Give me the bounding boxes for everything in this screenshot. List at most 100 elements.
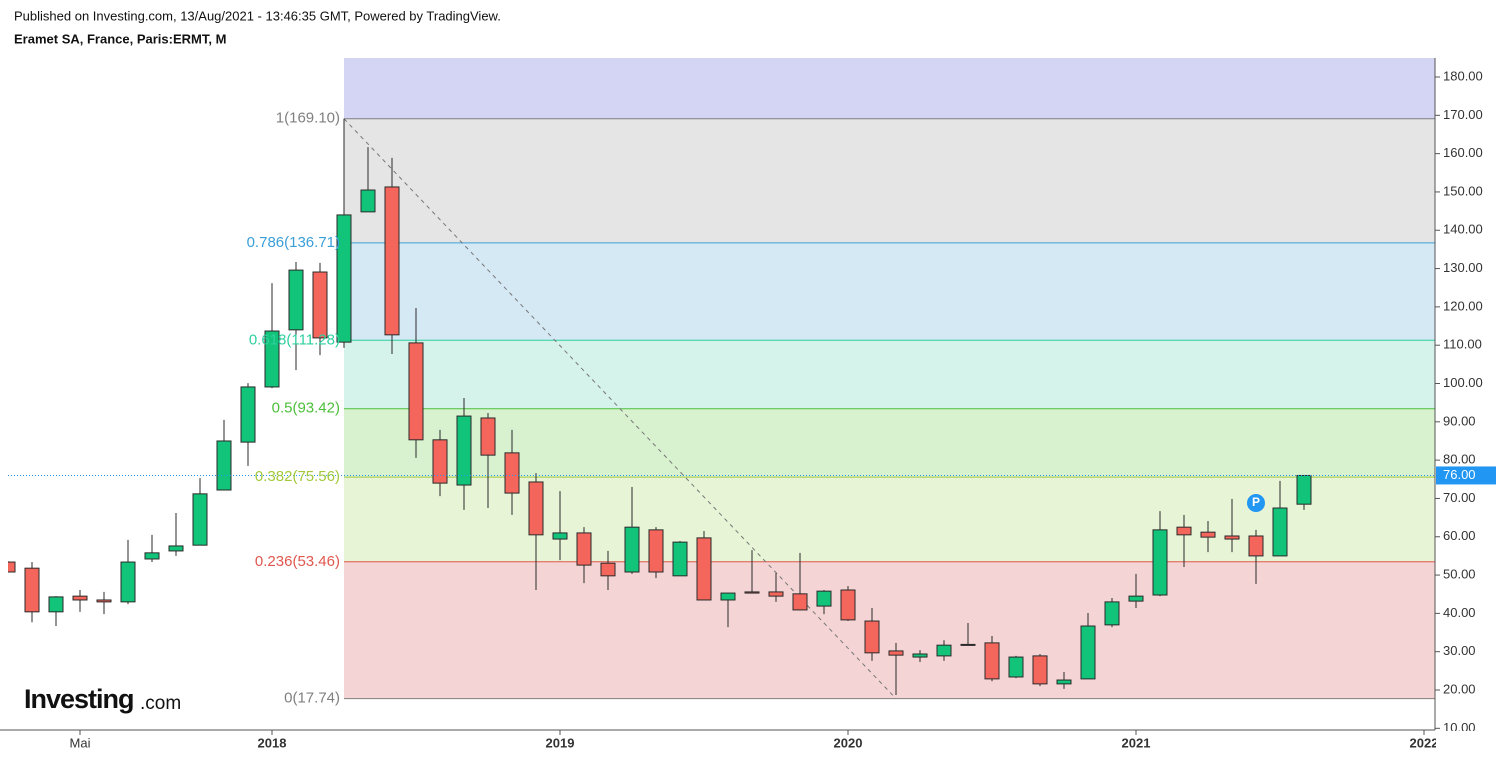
fib-label: 0.5(93.42)	[272, 400, 340, 417]
candle-body	[264, 330, 280, 388]
candle-body	[960, 643, 976, 646]
y-tick-label: 110.00	[1443, 337, 1482, 352]
y-tick-label: 30.00	[1443, 643, 1476, 658]
y-tick-label: 130.00	[1443, 260, 1483, 275]
y-tick-label: 40.00	[1443, 605, 1476, 620]
candle-body	[720, 592, 736, 601]
candle-body	[888, 650, 904, 656]
x-tick-label: 2021	[1122, 735, 1151, 750]
candle-body	[192, 493, 208, 546]
candle-body	[816, 590, 832, 607]
candle-body	[1272, 507, 1288, 557]
candle-body	[1056, 679, 1072, 685]
candle-body	[624, 526, 640, 573]
y-tick-label: 90.00	[1443, 413, 1476, 428]
candle-body	[168, 545, 184, 552]
plot-area	[8, 58, 1435, 700]
candle-body	[216, 440, 232, 491]
candle-body	[504, 452, 520, 494]
fib-label: 0.382(75.56)	[255, 468, 340, 485]
candle-body	[984, 642, 1000, 680]
y-tick-label: 160.00	[1443, 145, 1483, 160]
x-tick-label: 2019	[546, 735, 575, 750]
y-tick-label: 150.00	[1443, 183, 1483, 198]
candle-body	[456, 415, 472, 486]
candle-body	[1152, 529, 1168, 596]
fib-zone	[344, 408, 1435, 478]
candle-body	[360, 189, 376, 213]
last-price-box	[1436, 466, 1496, 485]
candle-body	[1200, 531, 1216, 538]
candle-body	[840, 589, 856, 621]
fib-label: 0(17.74)	[284, 690, 340, 707]
candle-body	[1104, 601, 1120, 626]
fib-zone	[344, 58, 1435, 119]
fib-zone	[344, 118, 1435, 243]
candle-body	[144, 552, 160, 560]
candle-body	[912, 653, 928, 658]
fib-label: 0.786(136.71)	[247, 234, 340, 251]
axes: 10.0020.0030.0040.0050.0060.0070.0080.00…	[0, 58, 1498, 761]
y-tick-label: 60.00	[1443, 528, 1476, 543]
fib-label: 0.236(53.46)	[255, 553, 340, 570]
candle-body	[792, 593, 808, 611]
candle-body	[528, 481, 544, 536]
candle-body	[1128, 595, 1144, 602]
axis-mask	[1436, 731, 1498, 761]
x-tick-label: Mai	[70, 735, 91, 750]
y-tick-label: 50.00	[1443, 567, 1476, 582]
y-tick-label: 100.00	[1443, 375, 1483, 390]
fib-zone	[344, 561, 1435, 699]
candle-body	[48, 596, 64, 613]
logo-brand: Investing	[24, 684, 134, 714]
candle-body	[600, 562, 616, 577]
fib-label: 1(169.10)	[276, 110, 340, 127]
candle-body	[576, 532, 592, 566]
x-tick-label: 2018	[258, 735, 287, 750]
fib-label: 0.618(111.28)	[249, 331, 340, 348]
candle-body	[552, 532, 568, 540]
candle-body	[96, 599, 112, 603]
symbol-title: Eramet SA, France, Paris:ERMT, M	[14, 31, 226, 46]
candle-body	[480, 417, 496, 456]
candle-body	[432, 439, 448, 484]
candle-body	[312, 271, 328, 339]
candle-body	[672, 541, 688, 577]
y-tick-label: 180.00	[1443, 68, 1483, 83]
y-tick-label: 170.00	[1443, 107, 1483, 122]
published-note: Published on Investing.com, 13/Aug/2021 …	[14, 8, 501, 23]
candle-body	[1176, 526, 1192, 536]
fib-zone	[344, 242, 1435, 341]
candle-body	[864, 620, 880, 654]
logo-suffix: .com	[140, 693, 181, 714]
x-tick-label: 2022	[1410, 735, 1439, 750]
candle-body	[240, 386, 256, 443]
candle-body	[768, 591, 784, 597]
candle-body	[1296, 474, 1312, 505]
candle-body	[744, 591, 760, 594]
event-marker-label: P	[1252, 495, 1260, 509]
event-marker	[1247, 494, 1265, 512]
y-tick-label: 140.00	[1443, 222, 1483, 237]
candle-body	[1080, 625, 1096, 680]
candle-body	[384, 186, 400, 336]
candle-body	[8, 561, 16, 573]
candle-body	[1032, 655, 1048, 685]
y-tick-label: 120.00	[1443, 298, 1483, 313]
candle-body	[336, 214, 352, 343]
candle-body	[1224, 535, 1240, 540]
candle-body	[648, 529, 664, 573]
y-tick-label: 20.00	[1443, 681, 1476, 696]
candle-body	[696, 537, 712, 601]
candle-body	[1248, 535, 1264, 557]
candle-body	[1008, 656, 1024, 678]
candle-body	[120, 561, 136, 603]
y-tick-label: 70.00	[1443, 490, 1476, 505]
x-tick-label: 2020	[834, 735, 863, 750]
candle-body	[288, 269, 304, 331]
candle-body	[72, 595, 88, 601]
candle-body	[408, 342, 424, 441]
y-tick-label: 80.00	[1443, 452, 1476, 467]
candle-body	[936, 644, 952, 657]
